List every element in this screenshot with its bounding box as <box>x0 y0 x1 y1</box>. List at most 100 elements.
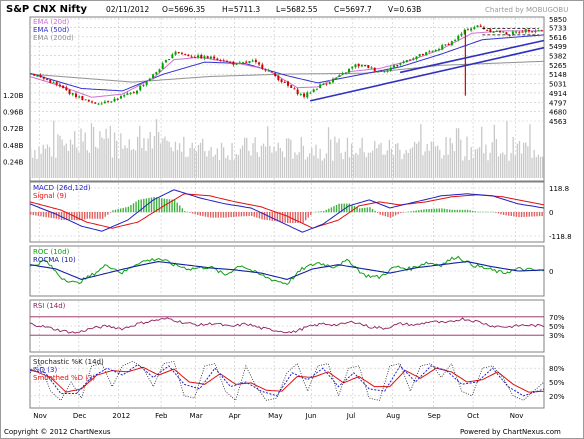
candle-body <box>100 103 103 105</box>
volume-bar <box>155 119 158 178</box>
candle-body <box>52 82 55 84</box>
macd-histogram-bar <box>325 209 327 213</box>
volume-bar <box>376 148 378 178</box>
volume-bar <box>80 128 82 178</box>
volume-bar <box>168 141 170 178</box>
volume-bar <box>430 141 433 178</box>
volume-bar <box>411 147 414 178</box>
macd-tick-label: -118.8 <box>549 233 572 241</box>
candle-body <box>489 29 492 32</box>
price-tick-label: 4680 <box>549 109 567 117</box>
volume-bar <box>132 149 135 178</box>
volume-bar <box>202 138 204 178</box>
macd-histogram-bar <box>382 212 384 216</box>
stochastic-tick-label: 20% <box>549 393 565 401</box>
volume-bar <box>139 125 141 178</box>
volume-bar <box>346 137 349 178</box>
volume-bar <box>495 139 498 178</box>
macd-histogram-bar <box>132 203 135 213</box>
macd-histogram-bar <box>225 212 227 218</box>
volume-bar <box>537 154 540 178</box>
volume-bar <box>183 136 185 178</box>
candle-body <box>303 93 306 97</box>
volume-bar <box>449 137 451 178</box>
candle-body <box>393 65 396 68</box>
volume-bar <box>239 148 242 178</box>
candle-body <box>405 60 408 63</box>
candle-body <box>171 54 174 59</box>
volume-bar <box>210 146 212 178</box>
candle-body <box>55 82 58 85</box>
volume-bar <box>34 149 36 178</box>
volume-bar <box>220 142 223 178</box>
macd-histogram-bar <box>369 207 371 213</box>
volume-bar <box>359 147 361 178</box>
candle-body <box>229 61 232 63</box>
price-tick-label: 5499 <box>549 43 567 51</box>
volume-bar <box>508 160 510 178</box>
volume-bar <box>48 147 51 178</box>
volume-bar <box>195 151 198 178</box>
macd-histogram-bar <box>91 212 94 219</box>
macd-histogram-bar <box>83 212 86 220</box>
volume-bar <box>472 157 474 178</box>
macd-histogram-bar <box>240 212 243 217</box>
candle-body <box>428 51 431 53</box>
candle-body <box>476 25 479 28</box>
macd-histogram-bar <box>274 212 276 222</box>
volume-bar <box>407 152 409 178</box>
macd-histogram-bar <box>441 208 443 213</box>
volume-bar <box>451 143 453 178</box>
volume-bar <box>42 144 44 178</box>
macd-histogram-bar <box>407 211 410 213</box>
macd-histogram-bar <box>220 212 222 218</box>
candle-body <box>348 68 351 73</box>
candle-body <box>242 62 245 64</box>
macd-histogram-bar <box>397 212 399 215</box>
candle-body <box>155 72 158 75</box>
volume-bar <box>38 146 40 178</box>
candle-body <box>315 88 318 90</box>
volume-bar <box>416 143 418 178</box>
macd-histogram-bar <box>50 212 52 218</box>
volume-bar <box>292 158 294 178</box>
candle-body <box>132 92 135 94</box>
volume-bar <box>401 159 403 178</box>
volume-bar <box>443 154 445 178</box>
x-tick-label: Nov <box>33 412 47 420</box>
macd-histogram-bar <box>215 212 217 218</box>
candle-body <box>251 60 254 62</box>
macd-histogram-bar <box>513 212 515 217</box>
macd-histogram-bar <box>292 212 294 223</box>
volume-bar <box>71 144 74 178</box>
volume-bar <box>241 145 244 178</box>
volume-bar <box>118 158 120 178</box>
volume-bar <box>269 145 271 178</box>
volume-bar <box>504 154 506 178</box>
macd-histogram-bar <box>287 212 289 223</box>
volume-bar <box>82 141 84 178</box>
volume-tick-label: 0.24B <box>3 158 24 166</box>
macd-histogram-bar <box>346 203 348 213</box>
candle-body <box>502 31 505 33</box>
volume-bar <box>88 152 91 178</box>
candle-body <box>367 65 370 69</box>
volume-bar <box>111 157 114 178</box>
macd-histogram-bar <box>348 203 351 213</box>
candle-body <box>142 85 145 87</box>
macd-histogram-bar <box>143 198 145 213</box>
volume-bars <box>30 119 544 178</box>
macd-histogram-bar <box>202 212 204 217</box>
candle-body <box>351 66 354 69</box>
volume-bar <box>275 151 277 178</box>
volume-tick-label: 0.72B <box>3 125 24 133</box>
macd-histogram-bar <box>248 212 250 217</box>
price-tick-label: 5616 <box>549 34 567 42</box>
volume-bar <box>231 143 233 178</box>
candle-body <box>68 89 71 94</box>
volume-bar <box>510 153 512 178</box>
volume-bar <box>468 160 470 178</box>
volume-bar <box>369 152 372 178</box>
macd-histogram-bar <box>330 207 333 213</box>
macd-histogram-bar <box>351 204 353 213</box>
